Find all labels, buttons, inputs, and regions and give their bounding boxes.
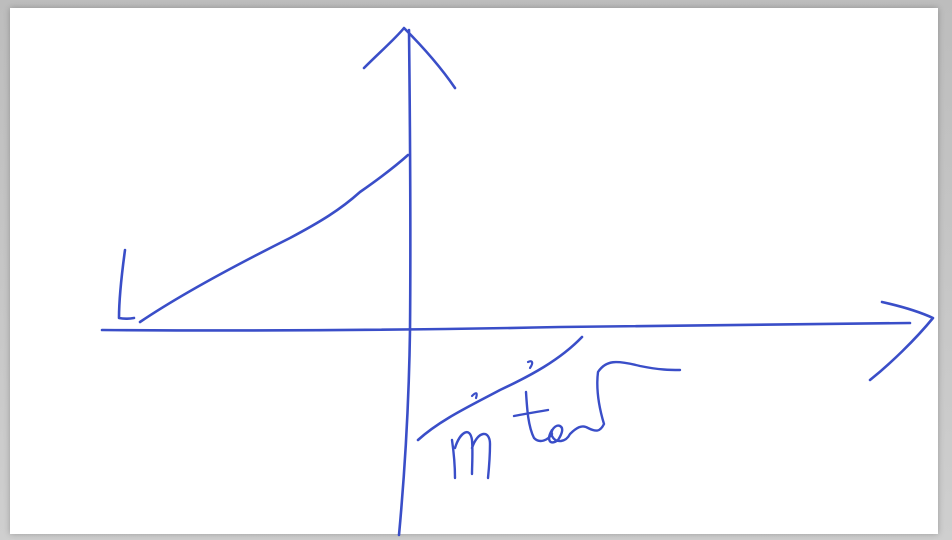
vertical-axis-arrowhead <box>362 26 457 90</box>
horizontal-axis-arrowhead <box>868 300 935 382</box>
handwritten-label-m <box>450 430 492 480</box>
point-marker-2 <box>526 360 534 370</box>
horizontal-axis <box>100 321 912 332</box>
rising-line <box>138 153 410 324</box>
lower-line <box>416 335 584 442</box>
label-m-text: m <box>0 0 1 1</box>
left-tick-mark <box>117 248 136 321</box>
whiteboard-canvas[interactable] <box>10 8 938 534</box>
point-marker-1 <box>470 392 478 400</box>
handwritten-label-tan <box>512 360 682 444</box>
vertical-axis <box>397 28 412 537</box>
label-tan-text: tan <box>0 0 2 1</box>
